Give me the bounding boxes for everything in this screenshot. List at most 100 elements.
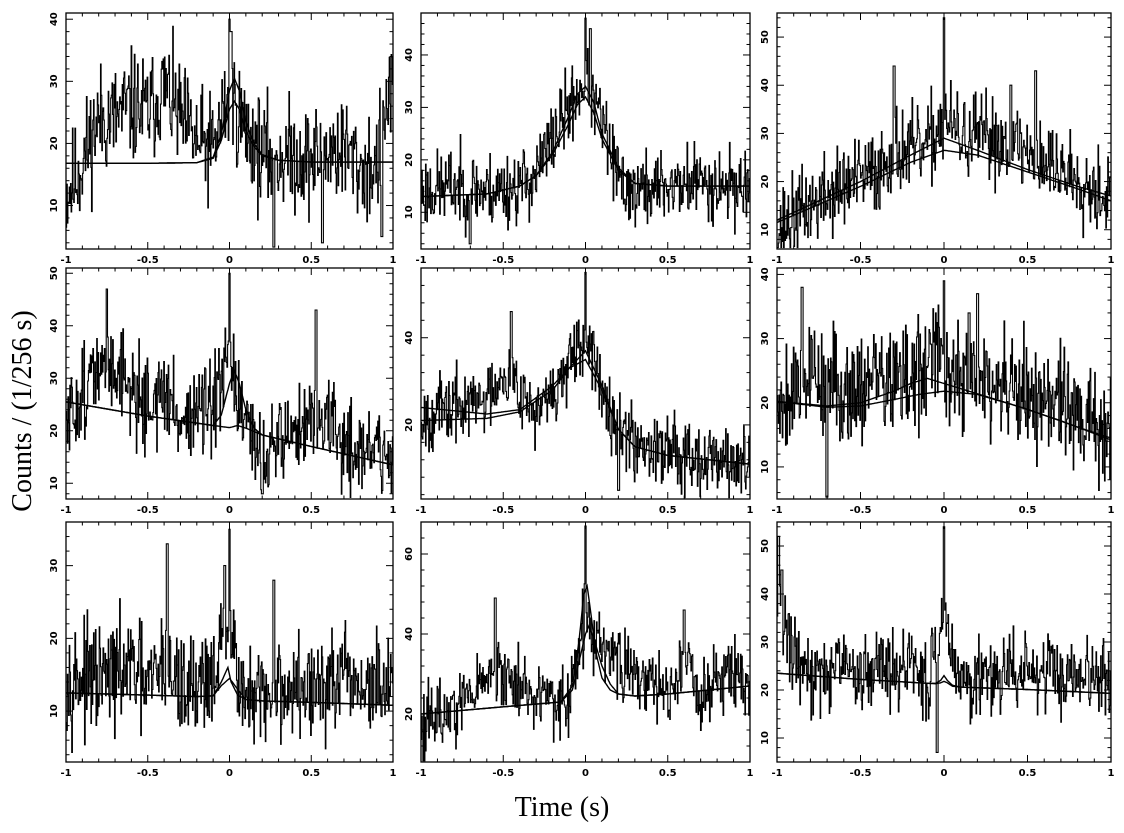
model-curve-2 [421,583,750,715]
x-tick-label: 1 [747,768,754,779]
y-tick-label: 40 [404,48,415,62]
light-curve-line [777,280,1111,498]
y-tick-label: 20 [404,418,415,432]
model-curve-2 [66,665,393,706]
y-tick-label: 20 [760,175,771,189]
model-curve-2 [66,368,393,466]
y-tick-label: 20 [404,707,415,721]
x-tick-label: -1 [415,505,426,516]
y-tick-label: 40 [404,331,415,345]
x-tick-label: -1 [415,255,426,266]
x-tick-label: 0 [941,505,948,516]
y-tick-label: 20 [760,683,771,697]
model-curve-2 [777,137,1111,221]
y-tick-label: 20 [760,396,771,410]
x-tick-label: -1 [771,768,782,779]
x-tick-label: 0 [582,768,589,779]
x-tick-label: 0 [941,768,948,779]
panel-2: -1 -0.5 0 0.5 1 10 20 30 40 [404,12,754,266]
panel-9: -1 -0.5 0 0.5 1 10 20 30 40 50 [760,521,1115,779]
x-tick-label: 1 [1108,505,1115,516]
model-curve-2 [777,672,1111,695]
y-tick-label: 40 [49,12,60,26]
plot-area [421,17,750,245]
y-tick-label: 30 [760,332,771,346]
x-tick-label: -0.5 [492,505,514,516]
plot-area [66,18,393,248]
plot-frame [776,521,1112,763]
plot-frame [65,12,394,250]
light-curve-line [421,271,750,499]
x-tick-label: -0.5 [137,505,159,516]
x-tick-label: 1 [1108,255,1115,266]
y-tick-label: 60 [404,547,415,561]
x-axis-title: Time (s) [514,792,610,823]
x-tick-label: -0.5 [850,768,872,779]
light-curve-line [66,18,393,248]
x-tick-label: 1 [747,255,754,266]
x-tick-label: 0.5 [659,768,677,779]
y-tick-label: 20 [49,424,60,438]
y-tick-label: 20 [49,631,60,645]
panel-7: -1 -0.5 0 0.5 1 10 20 30 [49,521,397,779]
x-tick-label: 0.5 [1019,768,1037,779]
panel-8: -1 -0.5 0 0.5 1 20 40 60 [404,521,754,779]
model-curve-2 [421,349,750,465]
plot-area [66,528,393,754]
panel-3: -1 -0.5 0 0.5 1 10 20 30 40 50 [760,12,1115,266]
y-tick-label: 10 [49,704,60,718]
y-tick-label: 30 [760,126,771,140]
x-tick-label: -0.5 [850,255,872,266]
x-tick-label: 0.5 [659,255,677,266]
x-tick-label: -1 [415,768,426,779]
model-curve-1 [421,358,750,465]
x-tick-label: 0 [226,768,233,779]
plot-area [777,526,1111,753]
x-tick-label: 1 [390,505,397,516]
x-tick-label: 0 [582,505,589,516]
plot-frame [776,12,1112,250]
y-tick-label: 30 [404,100,415,114]
model-curve-1 [777,149,1111,224]
panel-5: -1 -0.5 0 0.5 1 20 40 [404,267,754,516]
y-tick-label: 10 [49,199,60,213]
x-tick-label: 0.5 [1019,255,1037,266]
y-tick-label: 40 [760,267,771,281]
x-tick-label: -0.5 [492,768,514,779]
x-tick-label: -0.5 [850,505,872,516]
y-axis-title: Counts / (1/256 s) [7,310,38,511]
y-tick-label: 10 [49,476,60,490]
x-tick-label: 1 [1108,768,1115,779]
x-tick-label: -1 [60,768,71,779]
y-tick-label: 20 [49,136,60,150]
x-tick-label: 0 [226,505,233,516]
model-curve-2 [777,377,1111,441]
x-tick-label: -0.5 [137,768,159,779]
x-tick-label: -1 [60,255,71,266]
plot-area [777,280,1111,498]
light-curve-line [66,272,393,498]
y-tick-label: 40 [760,78,771,92]
light-curve-line [777,526,1111,753]
y-tick-label: 30 [49,371,60,385]
model-curve-2 [421,85,750,198]
x-tick-label: -0.5 [137,255,159,266]
x-tick-label: 0 [582,255,589,266]
x-tick-label: -1 [771,255,782,266]
light-curve-line [777,17,1111,249]
y-tick-label: 50 [760,30,771,44]
x-tick-label: -1 [771,505,782,516]
plot-area [66,272,393,498]
x-tick-label: 0.5 [1019,505,1037,516]
light-curve-line [421,17,750,245]
plot-frame [420,12,751,250]
plot-area [421,271,750,499]
y-tick-label: 30 [760,635,771,649]
x-tick-label: 1 [390,255,397,266]
x-tick-label: -1 [60,505,71,516]
y-tick-label: 40 [760,587,771,601]
x-tick-label: -0.5 [492,255,514,266]
y-axis-title-text: Counts / (1/256 s) [7,310,38,512]
model-curve-1 [421,95,750,198]
